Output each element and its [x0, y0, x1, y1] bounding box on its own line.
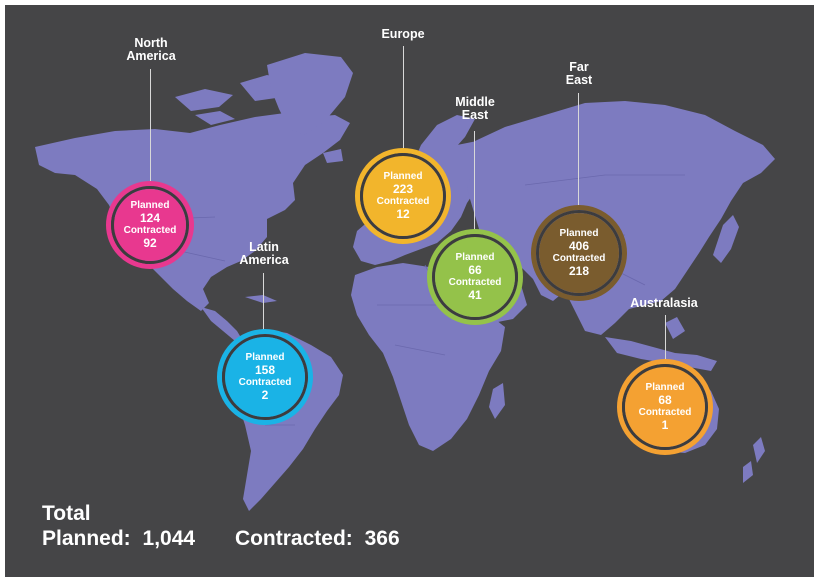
totals-block: Total Planned: 1,044 Contracted: 366 — [42, 502, 400, 552]
continent-north-america — [35, 113, 350, 311]
planned-label: Planned — [455, 252, 495, 263]
bubble-gap — [622, 364, 708, 450]
contracted-value: 12 — [396, 207, 410, 221]
new-zealand — [743, 437, 765, 483]
world-map-panel: North America Latin America Europe Middle E… — [5, 5, 814, 577]
bubble-core: Planned 223 Contracted 12 — [363, 156, 443, 236]
far-east-label: Far East — [565, 60, 593, 87]
planned-label: Planned — [245, 352, 285, 363]
planned-value: 66 — [468, 263, 482, 277]
bubble-core: Planned 406 Contracted 218 — [539, 213, 619, 293]
bubble-core: Planned 158 Contracted 2 — [225, 337, 305, 417]
arctic-islands — [175, 75, 295, 125]
bubble-core: Planned 68 Contracted 1 — [625, 367, 705, 447]
europe-bubble: Planned 223 Contracted 12 — [355, 148, 451, 244]
latin-america-leader-line — [263, 273, 265, 333]
bubble-gap — [360, 153, 446, 239]
madagascar — [489, 383, 505, 419]
total-planned-value: 1,044 — [142, 527, 196, 550]
middle-east-label: Middle East — [455, 95, 495, 122]
bubble-ring — [355, 148, 451, 244]
bubble-ring — [617, 359, 713, 455]
north-america-label: North America — [126, 36, 176, 63]
totals-row: Planned: 1,044 Contracted: 366 — [42, 526, 400, 552]
total-planned-label: Planned: — [42, 527, 131, 550]
contracted-value: 218 — [568, 264, 590, 278]
contracted-label: Contracted — [123, 225, 177, 236]
planned-value: 124 — [139, 211, 161, 225]
bubble-gap — [222, 334, 308, 420]
planned-value: 68 — [658, 393, 672, 407]
central-america — [201, 295, 277, 341]
australasia-leader-line — [665, 315, 667, 363]
contracted-label: Contracted — [238, 377, 292, 388]
contracted-value: 41 — [468, 288, 482, 302]
planned-label: Planned — [130, 200, 170, 211]
contracted-value: 1 — [661, 418, 669, 432]
totals-title: Total — [42, 502, 91, 525]
far-east-bubble: Planned 406 Contracted 218 — [531, 205, 627, 301]
planned-label: Planned — [645, 382, 685, 393]
europe-leader-line — [403, 46, 405, 154]
australasia-label: Australasia — [630, 296, 698, 310]
bubble-ring — [217, 329, 313, 425]
contracted-label: Contracted — [448, 277, 502, 288]
bubble-ring — [106, 181, 194, 269]
total-contracted-label: Contracted: — [234, 527, 353, 550]
planned-value: 223 — [392, 182, 414, 196]
planned-label: Planned — [559, 228, 599, 239]
bubble-gap — [111, 186, 189, 264]
middle-east-leader-line — [474, 131, 476, 233]
far-east-leader-line — [578, 93, 580, 209]
bubble-gap — [536, 210, 622, 296]
contracted-label: Contracted — [552, 253, 606, 264]
bubble-ring — [427, 229, 523, 325]
world-map — [35, 53, 775, 511]
contracted-value: 2 — [261, 388, 269, 402]
southeast-asia-islands — [605, 317, 717, 371]
bubble-core: Planned 66 Contracted 41 — [435, 237, 515, 317]
continent-greenland — [267, 53, 353, 135]
middle-east-bubble: Planned 66 Contracted 41 — [427, 229, 523, 325]
north-america-leader-line — [150, 69, 152, 187]
bubble-core: Planned 124 Contracted 92 — [114, 189, 186, 261]
planned-value: 406 — [568, 239, 590, 253]
contracted-label: Contracted — [638, 407, 692, 418]
bubble-gap — [432, 234, 518, 320]
planned-value: 158 — [254, 363, 276, 377]
europe-label: Europe — [381, 27, 425, 41]
contracted-value: 92 — [143, 236, 157, 250]
planned-label: Planned — [383, 171, 423, 182]
bubble-ring — [531, 205, 627, 301]
japan — [713, 215, 739, 263]
australasia-bubble: Planned 68 Contracted 1 — [617, 359, 713, 455]
latin-america-label: Latin America — [239, 240, 289, 267]
total-contracted-value: 366 — [364, 527, 400, 550]
contracted-label: Contracted — [376, 196, 430, 207]
latin-america-bubble: Planned 158 Contracted 2 — [217, 329, 313, 425]
north-america-bubble: Planned 124 Contracted 92 — [106, 181, 194, 269]
